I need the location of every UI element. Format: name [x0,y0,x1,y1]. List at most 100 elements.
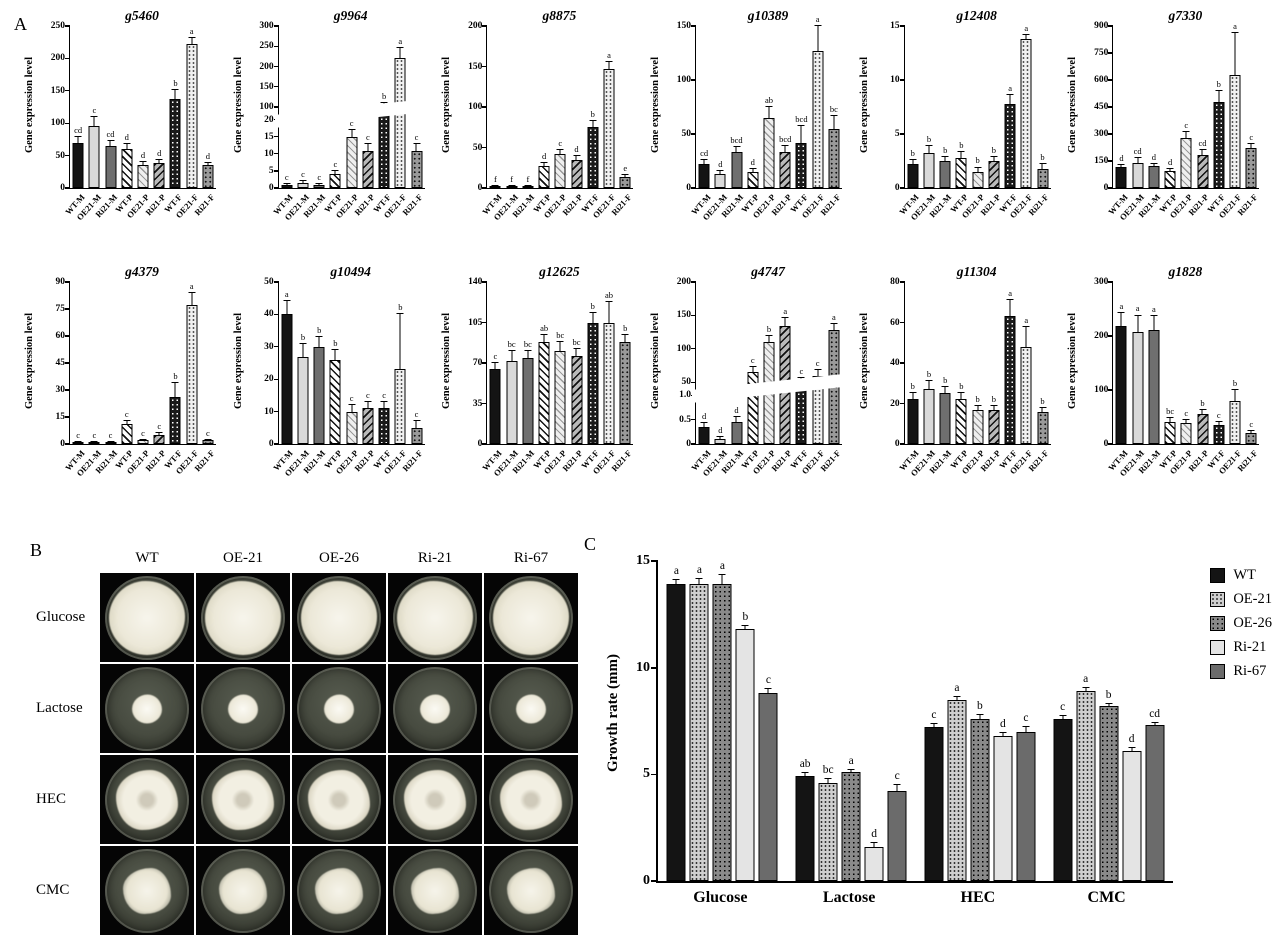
fungal-colony [301,580,377,655]
significance-letter: c [317,171,322,182]
error-bar [139,438,147,441]
error-bar [90,115,98,127]
y-tick-label: 45 [55,358,66,368]
fungal-colony [315,867,363,914]
chart-body: Gene expression level g4379 0 15 30 45 60 75 90 c… [22,264,231,509]
y-tick-label: 30 [264,341,274,352]
y-tick-label: 200 [259,61,274,72]
bar-slot: cd [102,26,118,188]
substrate-label: CMC [36,882,70,898]
chart-main: g8875 0 50 100 150 200 f f f d c d b a e WT-M OE21-M Ri21… [454,8,648,253]
error-bar [974,166,982,172]
bar-slot: a [946,561,967,881]
y-axis-title: Gene expression level [439,8,454,253]
legend-swatch [1210,592,1226,607]
y-tick-label: 0 [268,183,274,193]
bar-slot: b [953,282,969,444]
y-tick-mark [1108,443,1114,445]
y-tick-mark [691,133,696,135]
strain-label: Ri-67 [513,549,549,566]
chart-main: g4747 0 0.5 1.0 50 100 150 200 d d d c b a c c a WT-M OE21… [663,264,857,509]
error-bar [1134,157,1142,163]
bar [72,142,84,188]
bar-slot: a [184,281,200,444]
petri-dish [297,666,381,751]
petri-dish-photo [484,573,578,662]
y-tick-mark [691,25,696,27]
error-bar [974,404,982,410]
bar-slot: c [151,282,167,444]
bar-slot: d [536,26,552,188]
bar-slot: d [568,26,584,188]
y-tick-mark [65,154,70,157]
bar-slot: bcd [777,26,793,188]
y-tick-label: 15 [890,21,900,31]
y-tick-mark [65,122,70,124]
y-tick-label: 5 [643,766,650,782]
bar [864,846,884,881]
chart-title: g5460 [125,8,159,23]
bar [1245,148,1257,188]
error-bar [749,366,757,373]
bar-group: c a b d cd [1044,561,1173,881]
significance-letter: a [719,559,725,572]
chart-title: g4747 [751,264,785,279]
significance-letter: c [1060,701,1066,714]
bar-slot: c [1015,561,1036,881]
significance-letter: b [398,302,403,313]
legend-label: Ri-21 [1233,639,1267,655]
x-labels: WT-M OE21-M Ri21-M WT-P OE21-P Ri21-P WT-F OE21… [689,445,842,509]
bar-slot: c [810,282,826,444]
error-bar [830,322,838,331]
fungal-colony [493,580,569,655]
significance-letter: a [189,25,194,36]
chart-title: g8875 [542,8,577,23]
y-tick-label: 0 [894,439,900,449]
petri-dish-photo [196,755,290,844]
bar [1197,414,1209,444]
error-bar [957,392,965,400]
y-tick-label: 300 [259,21,274,31]
fungal-colony [219,867,267,914]
significance-letter: a [815,14,820,24]
y-tick-label: 40 [264,309,274,320]
significance-letter: c [333,159,338,169]
chart-body: Gene expression level g7330 0 150 300 450 600 7… [1065,8,1274,253]
y-tick-mark [273,378,279,380]
error-bar [508,184,516,187]
significance-letter: b [173,77,178,88]
bar [887,791,907,881]
bar-slot: b [295,282,311,444]
significance-letter: b [333,338,338,349]
legend-item: Ri-21 [1210,639,1272,656]
bar-slot: c [327,26,343,188]
significance-letter: b [1216,78,1221,89]
bar-slot: bcd [728,26,744,188]
error-bar [524,350,532,359]
y-axis-title-text: Gene expression level [24,313,35,410]
error-bar [556,341,564,352]
bar-slot: a [1130,282,1146,444]
bar [779,152,791,188]
plot-area: 0 100 200 300 a a a bc c b c b c [1094,277,1260,449]
fungal-colony [397,580,473,655]
petri-dish [201,757,285,842]
y-tick-label: 20 [264,114,274,125]
bar [346,136,358,188]
petri-dish [489,757,573,842]
error-bar [380,400,388,409]
chart-body: Gene expression level g8875 0 50 100 150 200 f f… [439,8,648,253]
bar [988,409,1000,444]
bar-slot: b [969,561,990,881]
bar [153,435,165,444]
bar [828,128,840,188]
significance-letter: c [750,355,755,366]
bar-slot: b [761,282,777,444]
error-bar [695,578,703,585]
panel-c-label: C [584,534,597,554]
error-bar [801,772,809,777]
bar [313,346,325,444]
petri-dish [105,848,189,933]
bar [88,442,100,444]
y-tick-label: 150 [50,85,65,96]
